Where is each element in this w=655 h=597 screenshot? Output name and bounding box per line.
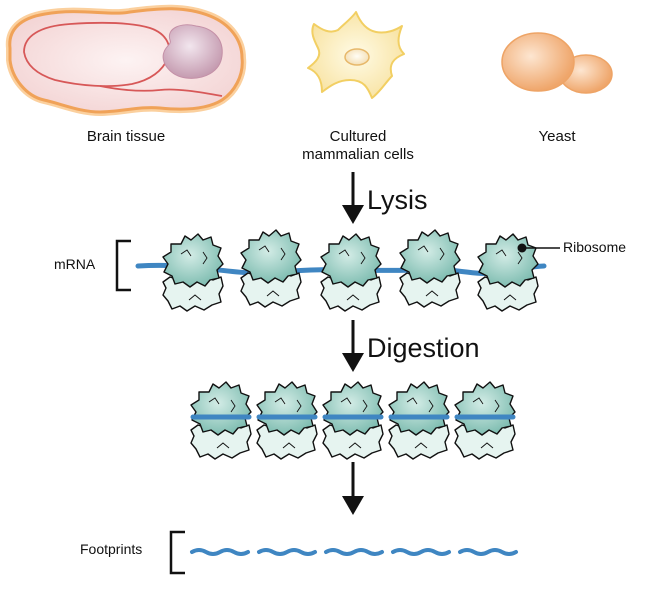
step-lysis: Lysis xyxy=(367,185,428,215)
digested-ribosomes xyxy=(190,381,516,460)
arrow-down-icon xyxy=(342,172,364,224)
ribosome-icon xyxy=(477,233,539,312)
ribosome-icon xyxy=(320,233,382,312)
footprints-bracket xyxy=(169,530,185,575)
arrow-down-icon xyxy=(342,462,364,515)
ribosome-pointer xyxy=(517,243,560,253)
label-mrna: mRNA xyxy=(54,256,96,272)
label-ribosome: Ribosome xyxy=(563,239,627,255)
label-yeast: Yeast xyxy=(538,128,576,145)
ribosome-icon xyxy=(399,229,461,308)
label-footprints: Footprints xyxy=(80,541,143,557)
mrna-bracket xyxy=(115,239,131,292)
brain-tissue-icon xyxy=(5,4,247,116)
step-digestion: Digestion xyxy=(367,333,480,363)
mammalian-cell-icon xyxy=(307,11,405,99)
label-brain-tissue: Brain tissue xyxy=(86,128,166,145)
yeast-icon xyxy=(501,32,613,94)
arrow-down-icon xyxy=(342,320,364,372)
label-mammalian-cells: mammalian cells xyxy=(302,146,414,163)
ribosome-icon xyxy=(162,233,224,312)
label-cultured: Cultured xyxy=(329,128,387,145)
ribosome-icon xyxy=(240,229,302,308)
footprint-fragments xyxy=(190,548,518,556)
